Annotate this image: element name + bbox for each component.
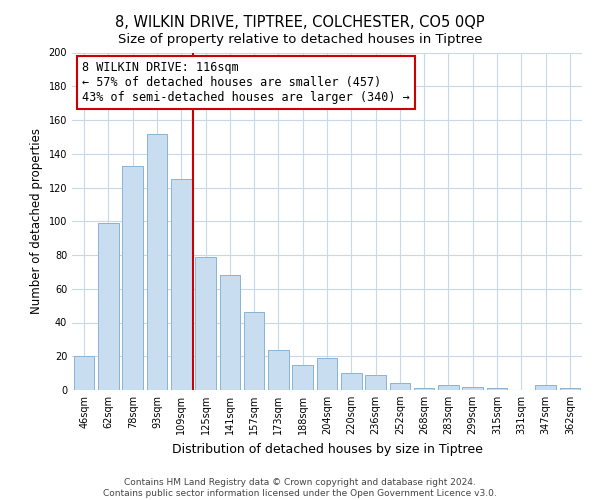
Bar	[317, 358, 337, 390]
Bar	[195, 256, 216, 390]
Bar	[292, 364, 313, 390]
Bar	[389, 383, 410, 390]
Bar	[414, 388, 434, 390]
Bar	[560, 388, 580, 390]
Bar	[268, 350, 289, 390]
Text: 8 WILKIN DRIVE: 116sqm
← 57% of detached houses are smaller (457)
43% of semi-de: 8 WILKIN DRIVE: 116sqm ← 57% of detached…	[82, 61, 410, 104]
Y-axis label: Number of detached properties: Number of detached properties	[30, 128, 43, 314]
Bar	[438, 385, 459, 390]
Bar	[487, 388, 508, 390]
Bar	[220, 275, 240, 390]
Text: Contains HM Land Registry data © Crown copyright and database right 2024.
Contai: Contains HM Land Registry data © Crown c…	[103, 478, 497, 498]
Bar	[244, 312, 265, 390]
Bar	[341, 373, 362, 390]
Bar	[122, 166, 143, 390]
Bar	[463, 386, 483, 390]
Text: 8, WILKIN DRIVE, TIPTREE, COLCHESTER, CO5 0QP: 8, WILKIN DRIVE, TIPTREE, COLCHESTER, CO…	[115, 15, 485, 30]
Bar	[146, 134, 167, 390]
Bar	[171, 179, 191, 390]
Bar	[365, 375, 386, 390]
Bar	[74, 356, 94, 390]
Text: Size of property relative to detached houses in Tiptree: Size of property relative to detached ho…	[118, 32, 482, 46]
Bar	[535, 385, 556, 390]
X-axis label: Distribution of detached houses by size in Tiptree: Distribution of detached houses by size …	[172, 442, 482, 456]
Bar	[98, 223, 119, 390]
